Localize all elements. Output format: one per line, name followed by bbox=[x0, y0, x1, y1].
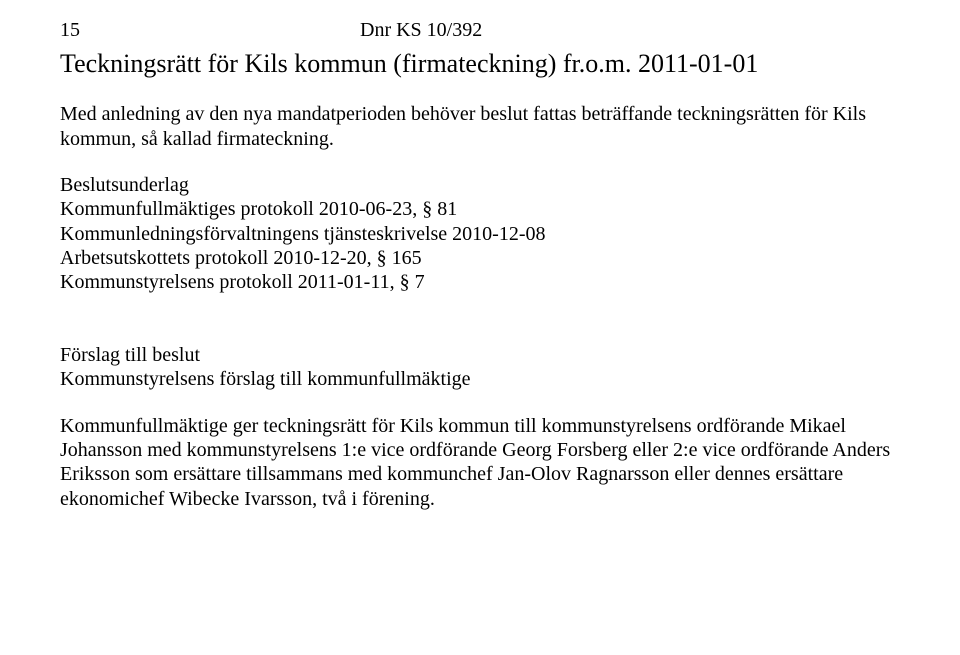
proposal-sub: Kommunstyrelsens förslag till kommunfull… bbox=[60, 367, 900, 391]
underlag-heading: Beslutsunderlag bbox=[60, 173, 900, 197]
proposal-heading: Förslag till beslut bbox=[60, 343, 900, 367]
header-line: 15 Dnr KS 10/392 bbox=[60, 18, 900, 42]
proposal-body: Kommunfullmäktige ger teckningsrätt för … bbox=[60, 414, 900, 512]
intro-paragraph: Med anledning av den nya mandatperioden … bbox=[60, 102, 900, 151]
item-number: 15 bbox=[60, 18, 360, 42]
underlag-line: Kommunledningsförvaltningens tjänsteskri… bbox=[60, 222, 900, 246]
spacer bbox=[60, 295, 900, 343]
underlag-line: Arbetsutskottets protokoll 2010-12-20, §… bbox=[60, 246, 900, 270]
document-page: 15 Dnr KS 10/392 Teckningsrätt för Kils … bbox=[0, 0, 960, 511]
page-title: Teckningsrätt för Kils kommun (firmateck… bbox=[60, 48, 900, 80]
underlag-line: Kommunstyrelsens protokoll 2011-01-11, §… bbox=[60, 270, 900, 294]
underlag-line: Kommunfullmäktiges protokoll 2010-06-23,… bbox=[60, 197, 900, 221]
dnr-label: Dnr KS 10/392 bbox=[360, 18, 900, 42]
